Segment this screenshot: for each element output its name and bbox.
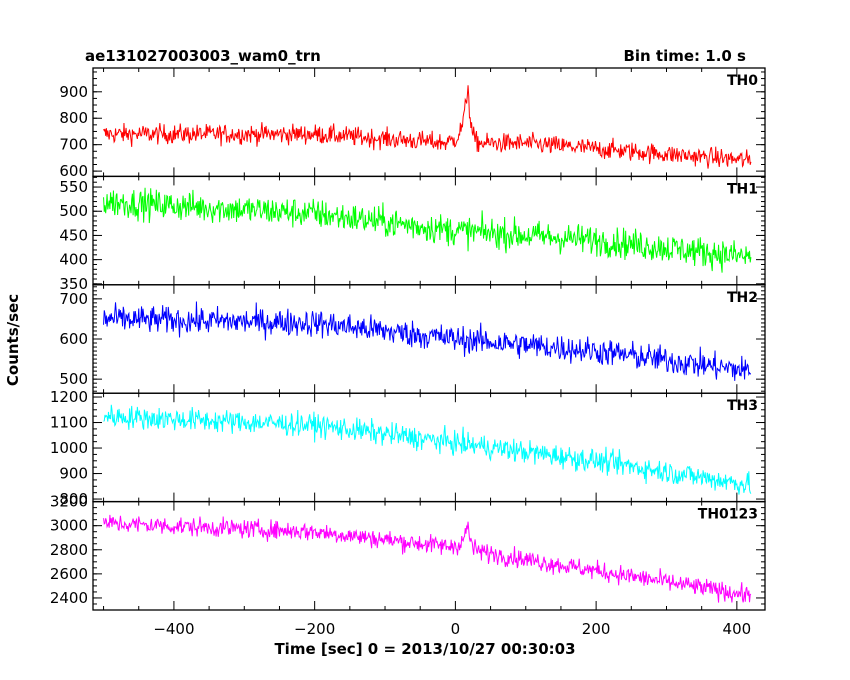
panel-frame bbox=[92, 175, 766, 286]
y-tick-label: 1200 bbox=[50, 388, 88, 406]
series-line-th0 bbox=[103, 85, 752, 169]
y-tick-label: 450 bbox=[59, 226, 88, 244]
x-axis: −400 −200 0 200 400 bbox=[153, 620, 751, 638]
y-tick-label: 550 bbox=[59, 178, 88, 196]
panel-name-th1: TH1 bbox=[727, 181, 758, 197]
panel-th2: 500 600 700 TH2 bbox=[59, 284, 766, 394]
panel-name-th2: TH2 bbox=[727, 290, 758, 306]
x-tick-label: −400 bbox=[153, 620, 194, 638]
y-tick-label: 350 bbox=[59, 275, 88, 293]
series-line-th1 bbox=[103, 187, 752, 273]
x-tick-label: 0 bbox=[451, 620, 461, 638]
y-tick-label: 500 bbox=[59, 202, 88, 220]
chart-title-right: Bin time: 1.0 s bbox=[623, 47, 746, 65]
y-tick-label: 800 bbox=[59, 490, 88, 508]
panels-group: 600 700 800 900 TH0 350 400 450 500 550 TH1 500 600 7… bbox=[50, 67, 766, 611]
panel-name-th0: TH0 bbox=[727, 73, 758, 89]
panel-frame bbox=[92, 500, 766, 611]
panel-th1: 350 400 450 500 550 TH1 bbox=[59, 175, 766, 293]
y-tick-label: 1000 bbox=[50, 439, 88, 457]
panel-th0: 600 700 800 900 TH0 bbox=[59, 67, 766, 180]
y-tick-label: 3200 bbox=[50, 493, 88, 511]
y-tick-label: 3000 bbox=[50, 517, 88, 535]
series-line-th0123 bbox=[103, 514, 752, 603]
x-tick-label: −200 bbox=[294, 620, 335, 638]
panel-name-th0123: TH0123 bbox=[698, 507, 758, 523]
y-tick-label: 2600 bbox=[50, 565, 88, 583]
y-tick-label: 700 bbox=[59, 136, 88, 154]
x-axis-label: Time [sec] 0 = 2013/10/27 00:30:03 bbox=[274, 640, 575, 658]
panel-th3: 800 900 1000 1100 1200 TH3 bbox=[50, 388, 766, 508]
series-line-th2 bbox=[103, 301, 752, 381]
series-line-th3 bbox=[103, 404, 752, 495]
y-tick-label: 600 bbox=[59, 330, 88, 348]
y-tick-label: 900 bbox=[59, 83, 88, 101]
panel-th0123: 2400 2600 2800 3000 3200 TH0123 bbox=[50, 493, 766, 611]
y-tick-label: 1100 bbox=[50, 414, 88, 432]
y-tick-label: 700 bbox=[59, 290, 88, 308]
y-tick-label: 900 bbox=[59, 465, 88, 483]
y-axis-label: Counts/sec bbox=[4, 294, 22, 386]
y-tick-label: 2400 bbox=[50, 589, 88, 607]
x-tick-label: 200 bbox=[582, 620, 611, 638]
x-tick-label: 400 bbox=[723, 620, 752, 638]
y-tick-label: 2800 bbox=[50, 541, 88, 559]
panel-frame bbox=[92, 392, 766, 503]
y-tick-label: 500 bbox=[59, 370, 88, 388]
chart-title-left: ae131027003003_wam0_trn bbox=[85, 47, 321, 65]
y-tick-label: 400 bbox=[59, 251, 88, 269]
panel-name-th3: TH3 bbox=[727, 398, 758, 414]
y-tick-label: 800 bbox=[59, 109, 88, 127]
y-tick-label: 600 bbox=[59, 162, 88, 180]
